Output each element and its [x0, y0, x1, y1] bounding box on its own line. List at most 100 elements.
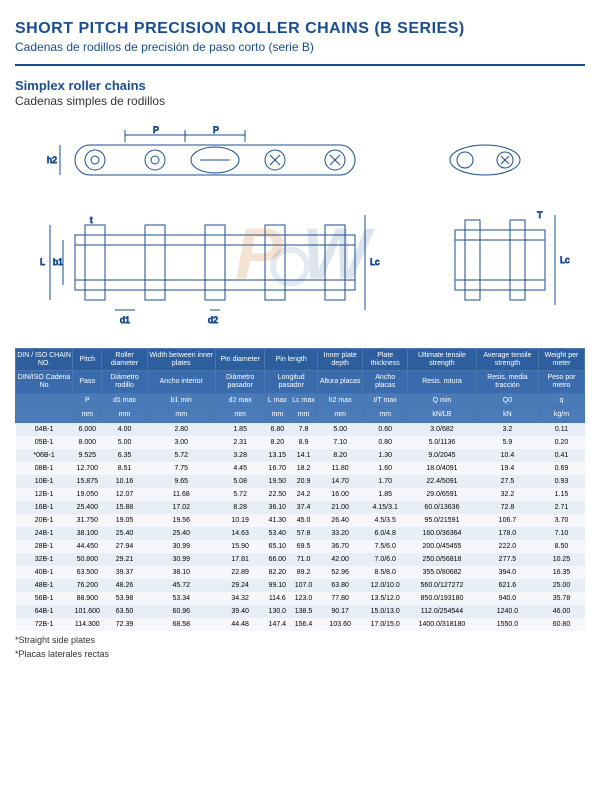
svg-text:T: T	[537, 210, 543, 220]
table-cell: 39.37	[102, 566, 147, 579]
table-cell: 7.75	[147, 462, 215, 475]
table-header-cell: Q min	[407, 393, 476, 408]
table-header-cell: Q0	[476, 393, 538, 408]
table-cell: 850.0/193180	[407, 592, 476, 605]
table-cell: 19.4	[476, 462, 538, 475]
table-cell: 48B-1	[16, 579, 73, 592]
table-cell: 8.5/8.0	[363, 566, 407, 579]
table-body: 04B-16.0004.002.801.856.807.85.000.603.0…	[16, 423, 585, 632]
table-header-cell: Diámetro pasador	[215, 371, 265, 393]
table-cell: 0.69	[538, 462, 584, 475]
table-cell: 22.50	[265, 488, 290, 501]
table-cell: 53.40	[265, 527, 290, 540]
table-cell: 7.5/6.0	[363, 540, 407, 553]
table-cell: 10.19	[215, 514, 265, 527]
table-cell: 4.5/3.5	[363, 514, 407, 527]
table-cell: 7.8	[290, 423, 318, 437]
table-cell: 45.0	[290, 514, 318, 527]
table-cell: 1400.0/318180	[407, 618, 476, 631]
table-header-cell: P	[73, 393, 102, 408]
table-header-cell: mm	[215, 408, 265, 423]
table-cell: 277.5	[476, 553, 538, 566]
table-cell: 19.56	[147, 514, 215, 527]
table-cell: 560.0/127272	[407, 579, 476, 592]
table-cell: 32.2	[476, 488, 538, 501]
table-row: 56B-188.90053.9853.3434.32114.6123.077.8…	[16, 592, 585, 605]
svg-text:b1: b1	[53, 257, 63, 267]
table-cell: 38.100	[73, 527, 102, 540]
table-header-cell	[16, 393, 73, 408]
table-row: 16B-125.40015.8817.028.2836.1037.421.004…	[16, 501, 585, 514]
table-cell: 26.40	[317, 514, 363, 527]
table-cell: 48.26	[102, 579, 147, 592]
table-cell: 2.31	[215, 436, 265, 449]
table-cell: 8.9	[290, 436, 318, 449]
table-cell: 22.4/5091	[407, 475, 476, 488]
table-cell: 2.80	[147, 423, 215, 437]
table-cell: 1.60	[363, 462, 407, 475]
table-cell: 66.00	[265, 553, 290, 566]
table-cell: 15.0/13.0	[363, 605, 407, 618]
table-header-cell: Roller diameter	[102, 349, 147, 371]
table-header-cell: Pin diameter	[215, 349, 265, 371]
table-header-cell: d1 max	[102, 393, 147, 408]
table-cell: 95.0/21591	[407, 514, 476, 527]
table-header-cell	[16, 408, 73, 423]
table-cell: 21.00	[317, 501, 363, 514]
table-cell: 77.80	[317, 592, 363, 605]
table-row: 05B-18.0005.003.002.318.208.97.100.805.0…	[16, 436, 585, 449]
table-header-cell: Weight per meter	[538, 349, 584, 371]
table-cell: 89.2	[290, 566, 318, 579]
table-cell: 6.80	[265, 423, 290, 437]
table-cell: 5.72	[215, 488, 265, 501]
table-cell: 68.58	[147, 618, 215, 631]
table-cell: 5.00	[102, 436, 147, 449]
table-cell: 621.6	[476, 579, 538, 592]
table-cell: 63.50	[102, 605, 147, 618]
table-cell: 05B-1	[16, 436, 73, 449]
table-cell: 19.050	[73, 488, 102, 501]
table-header-cell: Plate thickness	[363, 349, 407, 371]
table-cell: 6.0/4.8	[363, 527, 407, 540]
table-header-cell: Ancho interior	[147, 371, 215, 393]
svg-text:Lc: Lc	[370, 257, 380, 267]
table-cell: 24B-1	[16, 527, 73, 540]
table-cell: 0.11	[538, 423, 584, 437]
svg-text:Lc: Lc	[560, 255, 570, 265]
table-header-cell: Paso	[73, 371, 102, 393]
table-header-cell: mm	[102, 408, 147, 423]
section-title-es: Cadenas simples de rodillos	[15, 94, 585, 108]
table-header-cell: Ultimate tensile strength	[407, 349, 476, 371]
table-cell: 0.60	[363, 423, 407, 437]
table-header-cell: mm	[363, 408, 407, 423]
table-cell: 64B-1	[16, 605, 73, 618]
table-row: 12B-119.05012.0711.685.7222.5024.216.001…	[16, 488, 585, 501]
table-cell: 160.0/36364	[407, 527, 476, 540]
table-cell: 1.85	[215, 423, 265, 437]
table-header-cell: mm	[73, 408, 102, 423]
table-cell: 27.94	[102, 540, 147, 553]
table-cell: 72.39	[102, 618, 147, 631]
table-cell: 4.15/3.1	[363, 501, 407, 514]
table-cell: 106.7	[476, 514, 538, 527]
table-cell: 24.2	[290, 488, 318, 501]
table-cell: 57.8	[290, 527, 318, 540]
table-cell: 5.00	[317, 423, 363, 437]
table-row: 40B-163.50039.3738.1022.8982.2089.252.96…	[16, 566, 585, 579]
table-cell: 114.6	[265, 592, 290, 605]
table-cell: 12.0/10.0	[363, 579, 407, 592]
table-cell: 44.450	[73, 540, 102, 553]
spec-table: DIN / ISO CHAIN NO.PitchRoller diameterW…	[15, 348, 585, 631]
table-cell: *06B-1	[16, 449, 73, 462]
table-cell: 11.68	[147, 488, 215, 501]
table-cell: 107.0	[290, 579, 318, 592]
table-row: 20B-131.75019.0519.5610.1941.3045.026.40…	[16, 514, 585, 527]
table-cell: 25.40	[147, 527, 215, 540]
table-header-cell: Altura placas	[317, 371, 363, 393]
table-cell: 4.00	[102, 423, 147, 437]
table-cell: 34.32	[215, 592, 265, 605]
table-cell: 60.0/13636	[407, 501, 476, 514]
table-cell: 5.08	[215, 475, 265, 488]
table-cell: 31.750	[73, 514, 102, 527]
table-cell: 30.99	[147, 540, 215, 553]
